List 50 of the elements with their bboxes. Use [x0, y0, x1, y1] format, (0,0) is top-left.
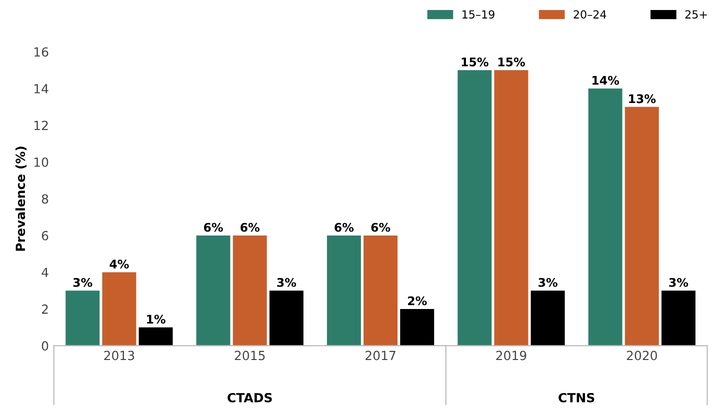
bar — [196, 235, 230, 346]
y-tick-label: 4 — [42, 268, 48, 277]
legend-label: 15–19 — [462, 10, 494, 19]
y-tick-label: 16 — [34, 47, 48, 57]
y-tick-label: 12 — [34, 120, 48, 130]
data-label: 2% — [408, 296, 427, 306]
bar — [458, 70, 492, 346]
bar — [232, 235, 267, 346]
x-tick-label: 2019 — [496, 350, 526, 360]
data-label: 15% — [462, 58, 488, 66]
y-tick-label: 0 — [42, 341, 48, 351]
bar — [269, 290, 304, 346]
data-label: 3% — [277, 278, 296, 287]
legend-label: 20–24 — [574, 10, 606, 19]
x-tick-label: 2015 — [234, 350, 265, 360]
data-label: 6% — [334, 222, 354, 232]
legend-label: 25+ — [685, 10, 707, 19]
bar — [530, 290, 565, 346]
bar — [326, 235, 361, 346]
y-tick-label: 6 — [42, 230, 48, 240]
text: CTADS — [228, 392, 272, 402]
data-label: 14% — [592, 76, 620, 85]
bar — [66, 290, 100, 346]
data-label: 15% — [498, 58, 525, 66]
x-tick-label: 2013 — [104, 350, 134, 360]
bar — [400, 308, 434, 346]
bar — [138, 327, 173, 346]
data-label: 13% — [629, 94, 656, 104]
data-label: 1% — [147, 314, 166, 324]
data-label: 6% — [204, 222, 223, 232]
data-label: 6% — [371, 222, 390, 232]
y-axis-title: Prevalence (%) — [15, 146, 27, 251]
data-label: 3% — [73, 278, 92, 287]
bar — [661, 290, 696, 346]
text: CTNS — [558, 392, 594, 402]
bar — [588, 88, 622, 346]
y-tick-label: 10 — [34, 157, 48, 167]
y-tick-label: 2 — [42, 304, 48, 314]
y-tick-label: 8 — [42, 194, 48, 204]
x-tick-label: 2020 — [626, 350, 657, 360]
x-tick-label: 2017 — [366, 350, 396, 360]
bar — [364, 235, 398, 346]
bar — [624, 106, 659, 346]
data-label: 4% — [110, 260, 129, 269]
data-label: 3% — [538, 278, 558, 287]
bar — [494, 70, 528, 346]
data-label: 6% — [240, 222, 260, 232]
y-tick-label: 14 — [34, 84, 48, 94]
data-label: 3% — [669, 278, 688, 287]
bar — [102, 272, 136, 346]
